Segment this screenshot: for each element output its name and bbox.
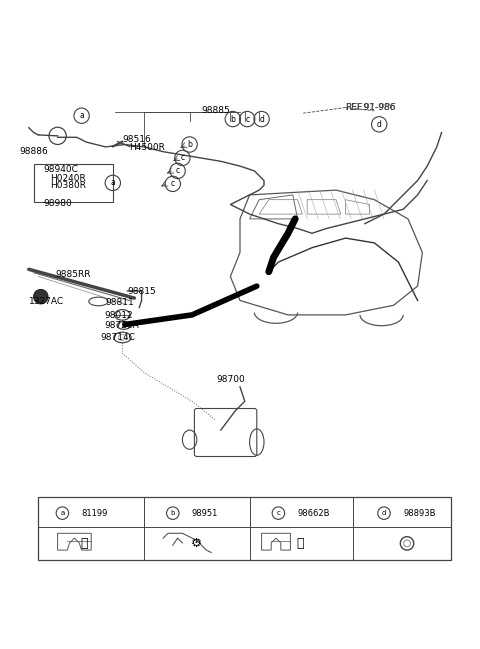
Text: b: b xyxy=(230,115,235,123)
Text: c: c xyxy=(276,510,280,516)
Text: H0380R: H0380R xyxy=(50,181,86,190)
Text: 98662B: 98662B xyxy=(298,509,330,518)
Text: 98893B: 98893B xyxy=(403,509,436,518)
Text: REF.91-986: REF.91-986 xyxy=(346,103,396,112)
Circle shape xyxy=(34,289,48,304)
Text: b: b xyxy=(187,140,192,149)
Text: d: d xyxy=(259,115,264,123)
Text: H4500R: H4500R xyxy=(130,143,166,153)
Text: a: a xyxy=(110,178,115,188)
Bar xyxy=(38,497,451,559)
Text: 98012: 98012 xyxy=(105,312,133,321)
Text: H0240R: H0240R xyxy=(50,173,86,182)
Text: 98815: 98815 xyxy=(127,288,156,297)
Text: 98726A: 98726A xyxy=(105,321,139,330)
Text: 9885RR: 9885RR xyxy=(55,269,91,278)
Text: d: d xyxy=(382,510,386,516)
Text: a: a xyxy=(79,111,84,120)
Text: 98885: 98885 xyxy=(202,106,230,116)
Text: 🔩: 🔩 xyxy=(296,537,304,550)
Text: 98951: 98951 xyxy=(192,509,218,518)
Bar xyxy=(34,164,113,202)
Text: 98516: 98516 xyxy=(122,135,151,144)
Text: 98700: 98700 xyxy=(216,375,245,384)
Text: c: c xyxy=(171,179,175,188)
Text: c: c xyxy=(176,166,180,175)
Text: ⚙: ⚙ xyxy=(191,537,203,550)
Text: 98940C: 98940C xyxy=(43,165,78,175)
Text: REF.91-986: REF.91-986 xyxy=(346,103,396,112)
Text: 98714C: 98714C xyxy=(101,334,136,343)
Text: 81199: 81199 xyxy=(82,509,108,518)
Text: b: b xyxy=(170,510,175,516)
Text: c: c xyxy=(245,115,249,123)
Text: 1327AC: 1327AC xyxy=(29,297,64,306)
Text: a: a xyxy=(60,510,64,516)
Text: c: c xyxy=(180,153,184,162)
Text: d: d xyxy=(377,120,382,129)
Text: 98886: 98886 xyxy=(19,147,48,156)
Text: 98811: 98811 xyxy=(106,299,134,308)
Text: 🔧: 🔧 xyxy=(80,537,88,550)
Text: 98980: 98980 xyxy=(43,199,72,208)
